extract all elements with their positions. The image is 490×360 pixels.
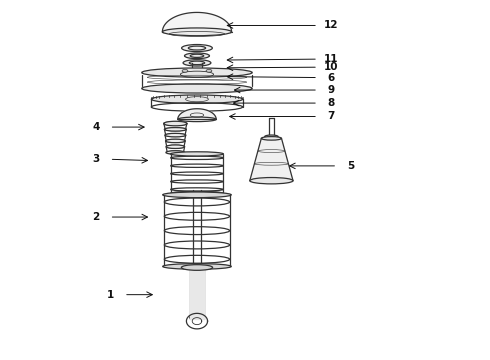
Ellipse shape: [250, 177, 293, 184]
Ellipse shape: [163, 192, 231, 198]
Polygon shape: [162, 13, 232, 32]
Text: 10: 10: [324, 62, 339, 72]
Ellipse shape: [166, 151, 185, 154]
Text: 8: 8: [328, 98, 335, 108]
Text: 2: 2: [93, 212, 100, 222]
Ellipse shape: [182, 45, 212, 51]
Ellipse shape: [165, 127, 186, 131]
Text: 12: 12: [324, 21, 339, 31]
Ellipse shape: [164, 121, 187, 126]
Ellipse shape: [181, 265, 213, 270]
Ellipse shape: [162, 28, 232, 36]
Ellipse shape: [183, 60, 211, 66]
Ellipse shape: [164, 122, 187, 125]
Polygon shape: [190, 267, 204, 319]
Ellipse shape: [171, 152, 223, 156]
Text: 5: 5: [347, 161, 354, 171]
Polygon shape: [250, 138, 293, 181]
Text: 7: 7: [328, 112, 335, 121]
Ellipse shape: [182, 69, 188, 72]
Ellipse shape: [142, 84, 252, 93]
Text: 3: 3: [93, 154, 100, 164]
Text: 4: 4: [93, 122, 100, 132]
Text: 11: 11: [324, 54, 339, 64]
Ellipse shape: [171, 191, 223, 195]
Ellipse shape: [165, 133, 186, 137]
Ellipse shape: [166, 139, 185, 143]
Ellipse shape: [185, 53, 209, 59]
Ellipse shape: [206, 69, 212, 72]
Ellipse shape: [261, 136, 281, 140]
Polygon shape: [178, 109, 216, 119]
Text: 1: 1: [107, 290, 114, 300]
Ellipse shape: [142, 68, 252, 77]
Ellipse shape: [163, 264, 231, 269]
Text: 9: 9: [328, 85, 335, 95]
Ellipse shape: [166, 145, 185, 148]
Ellipse shape: [151, 95, 243, 103]
Text: 6: 6: [328, 73, 335, 83]
Ellipse shape: [265, 135, 278, 138]
